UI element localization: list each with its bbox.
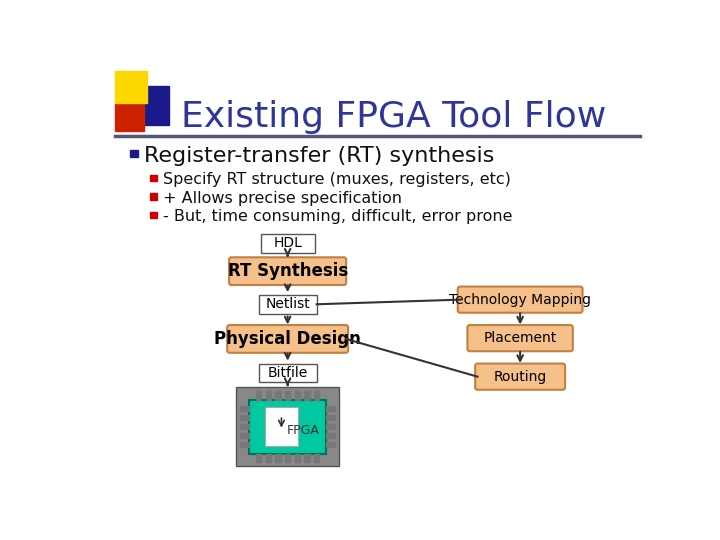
Text: Placement: Placement [484, 331, 557, 345]
Bar [265, 408, 297, 446]
Bar [258, 363, 317, 382]
Bar [294, 392, 300, 400]
Text: Routing: Routing [493, 370, 546, 383]
Text: + Allows precise specification: + Allows precise specification [163, 191, 402, 206]
Bar [305, 392, 310, 400]
FancyBboxPatch shape [229, 257, 346, 285]
Bar [150, 193, 157, 200]
Bar [275, 392, 281, 400]
Bar [240, 442, 249, 447]
Text: Physical Design: Physical Design [214, 330, 361, 348]
Bar [240, 433, 249, 438]
FancyBboxPatch shape [467, 325, 573, 351]
Text: Technology Mapping: Technology Mapping [449, 293, 591, 307]
Bar [114, 102, 144, 131]
Text: - But, time consuming, difficult, error prone: - But, time consuming, difficult, error … [163, 209, 513, 224]
Bar [240, 424, 249, 429]
Bar [249, 400, 326, 454]
Bar [150, 175, 157, 181]
Bar [130, 150, 138, 157]
Bar [294, 454, 300, 462]
Bar [285, 454, 290, 462]
FancyBboxPatch shape [228, 325, 348, 353]
Bar [266, 392, 271, 400]
Bar [326, 424, 335, 429]
Bar [114, 71, 148, 103]
Bar [275, 454, 281, 462]
Bar [240, 406, 249, 411]
Bar [137, 86, 169, 125]
FancyBboxPatch shape [475, 363, 565, 390]
FancyBboxPatch shape [458, 287, 582, 313]
Text: RT Synthesis: RT Synthesis [228, 262, 348, 280]
Text: FPGA: FPGA [287, 424, 320, 437]
Text: Bitfile: Bitfile [268, 366, 307, 380]
Bar [266, 454, 271, 462]
Bar [256, 454, 261, 462]
Text: Netlist: Netlist [265, 297, 310, 311]
Bar [258, 295, 317, 314]
Bar [305, 454, 310, 462]
Bar [256, 392, 261, 400]
Bar [326, 415, 335, 421]
Text: Register-transfer (RT) synthesis: Register-transfer (RT) synthesis [144, 146, 495, 166]
Text: Specify RT structure (muxes, registers, etc): Specify RT structure (muxes, registers, … [163, 172, 510, 187]
Bar [261, 234, 315, 253]
Bar [326, 406, 335, 411]
Bar [326, 433, 335, 438]
Bar [236, 387, 339, 466]
Bar [285, 392, 290, 400]
Bar [150, 212, 157, 218]
Bar [326, 442, 335, 447]
Bar [240, 415, 249, 421]
Text: HDL: HDL [273, 237, 302, 251]
Bar [314, 454, 320, 462]
Text: Existing FPGA Tool Flow: Existing FPGA Tool Flow [181, 100, 607, 134]
Bar [314, 392, 320, 400]
